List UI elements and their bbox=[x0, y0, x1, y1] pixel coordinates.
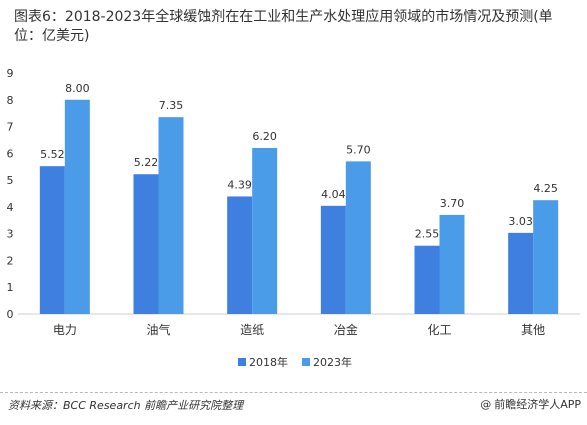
bar-series2 bbox=[252, 147, 278, 314]
legend-label: 2023年 bbox=[313, 355, 352, 369]
x-tick-label: 造纸 bbox=[240, 323, 264, 337]
y-tick-label: 2 bbox=[7, 254, 14, 267]
data-label: 7.35 bbox=[159, 99, 184, 112]
data-label: 5.22 bbox=[134, 156, 159, 169]
bar-series1 bbox=[227, 196, 253, 314]
brand-credit: @ 前瞻经济学人APP bbox=[480, 396, 581, 412]
legend-label: 2018年 bbox=[249, 355, 288, 369]
y-tick-label: 0 bbox=[7, 308, 14, 321]
data-label: 8.00 bbox=[65, 82, 90, 95]
bar-series1 bbox=[414, 245, 440, 314]
bar-series1 bbox=[320, 205, 346, 314]
x-tick-label: 化工 bbox=[427, 323, 451, 337]
data-label: 5.52 bbox=[40, 148, 65, 161]
bar-series2 bbox=[64, 99, 90, 315]
bar-series1 bbox=[508, 232, 534, 314]
bar-series2 bbox=[439, 214, 465, 314]
y-tick-label: 5 bbox=[7, 174, 14, 187]
x-tick-label: 电力 bbox=[53, 323, 77, 337]
at-icon: @ bbox=[480, 397, 492, 411]
data-label: 4.39 bbox=[227, 178, 252, 191]
x-tick-label: 冶金 bbox=[334, 322, 358, 337]
bar-series2 bbox=[345, 161, 371, 314]
y-tick-label: 8 bbox=[7, 94, 14, 107]
y-tick-label: 3 bbox=[7, 228, 14, 241]
source-note: 资料来源：BCC Research 前瞻产业研究院整理 bbox=[8, 399, 244, 412]
footer-divider bbox=[0, 392, 587, 393]
data-label: 4.04 bbox=[321, 188, 346, 201]
bar-series2 bbox=[158, 117, 184, 314]
legend-swatch bbox=[238, 358, 246, 366]
data-label: 6.20 bbox=[252, 130, 277, 143]
y-tick-label: 7 bbox=[7, 121, 14, 134]
x-tick-label: 油气 bbox=[146, 322, 170, 337]
x-tick-label: 其他 bbox=[521, 323, 545, 337]
chart-title: 图表6：2018-2023年全球缓蚀剂在在工业和生产水处理应用领域的市场情况及预… bbox=[14, 9, 553, 44]
y-tick-label: 4 bbox=[7, 201, 14, 214]
brand-name: 前瞻经济学人APP bbox=[494, 398, 581, 411]
y-tick-label: 6 bbox=[7, 147, 14, 160]
data-label: 3.03 bbox=[508, 215, 533, 228]
data-label: 2.55 bbox=[415, 228, 440, 241]
legend-swatch bbox=[302, 358, 310, 366]
bar-series2 bbox=[533, 200, 559, 314]
bar-series1 bbox=[133, 174, 159, 314]
data-label: 4.25 bbox=[533, 182, 558, 195]
data-label: 3.70 bbox=[440, 197, 465, 210]
y-tick-label: 1 bbox=[7, 281, 14, 294]
y-tick-label: 9 bbox=[7, 67, 14, 80]
bar-chart: 0 1 2 3 4 5 6 7 8 9 5.52 8.00 电力 5.22 7.35 油气 4.39 6.20 造纸… bbox=[7, 67, 580, 369]
bar-series1 bbox=[39, 166, 65, 314]
data-label: 5.70 bbox=[346, 143, 371, 156]
